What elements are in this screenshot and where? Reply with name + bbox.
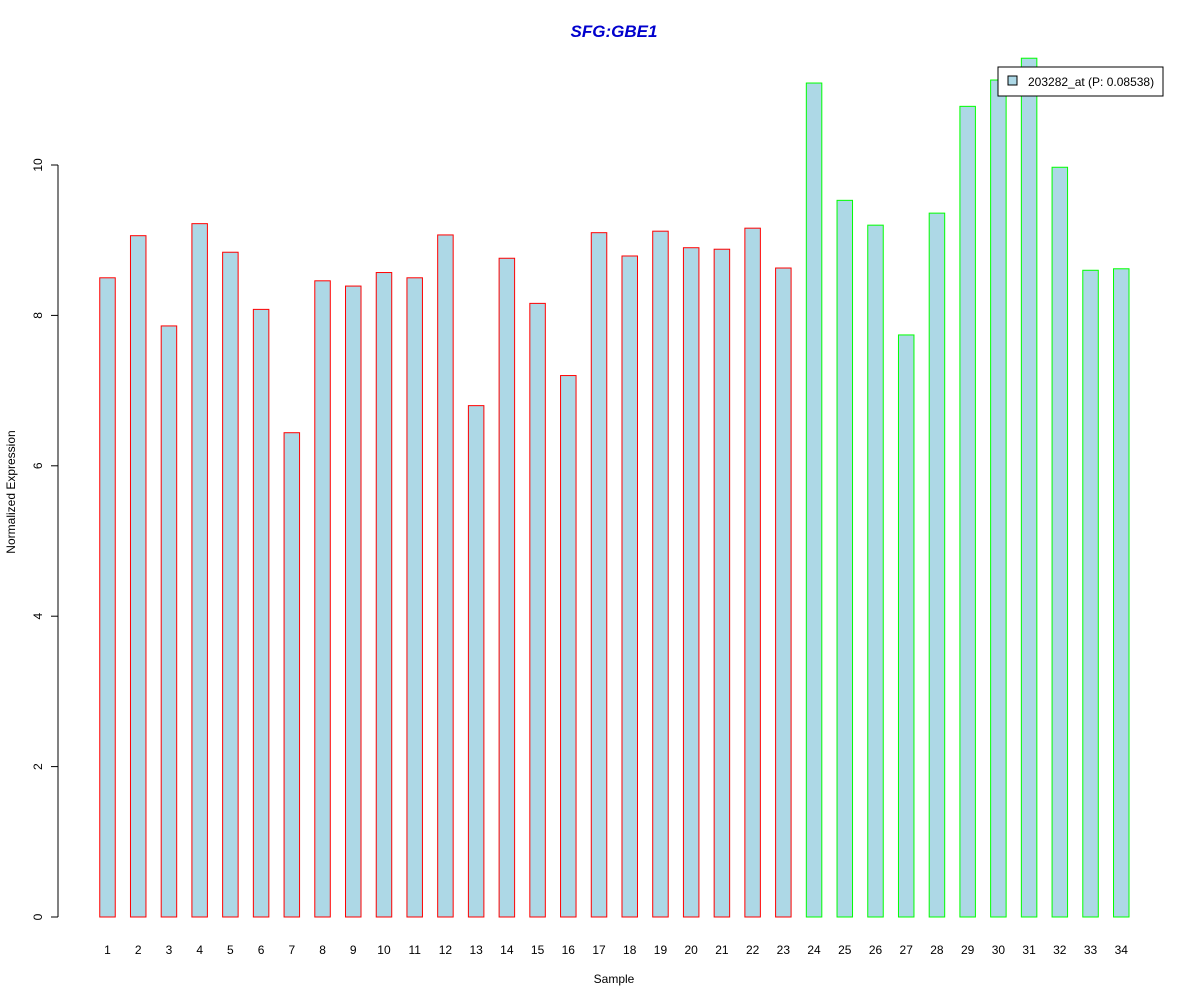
x-tick-label: 10 xyxy=(377,943,391,957)
bar xyxy=(590,232,608,918)
x-tick-label: 17 xyxy=(592,943,606,957)
bar xyxy=(867,224,884,918)
bar xyxy=(1051,166,1069,918)
bar xyxy=(836,199,854,918)
x-tick-label: 18 xyxy=(623,943,637,957)
x-tick-label: 4 xyxy=(196,943,203,957)
bar xyxy=(437,234,454,918)
bar xyxy=(1020,57,1038,918)
bar xyxy=(191,223,208,918)
legend: 203282_at (P: 0.08538) xyxy=(997,66,1164,97)
x-tick-label: 6 xyxy=(258,943,265,957)
x-tick-label: 33 xyxy=(1084,943,1098,957)
bar xyxy=(959,105,976,918)
y-tick-label: 6 xyxy=(31,462,45,469)
bar xyxy=(129,235,147,918)
bar xyxy=(928,212,946,918)
x-tick-label: 11 xyxy=(408,943,421,957)
bar xyxy=(744,227,761,918)
bar xyxy=(498,257,516,918)
bar xyxy=(897,334,915,918)
legend-label: 203282_at (P: 0.08538) xyxy=(1028,75,1154,89)
x-tick-label: 28 xyxy=(930,943,944,957)
x-axis-label: Sample xyxy=(594,972,635,986)
x-tick-label: 24 xyxy=(807,943,821,957)
x-tick-label: 5 xyxy=(227,943,234,957)
bar xyxy=(621,255,638,918)
x-tick-label: 1 xyxy=(104,943,111,957)
x-tick-label: 21 xyxy=(715,943,729,957)
x-tick-label: 20 xyxy=(685,943,699,957)
bar xyxy=(283,432,301,918)
bar xyxy=(652,230,669,918)
bar xyxy=(805,82,823,918)
legend-box xyxy=(997,66,1164,97)
bar xyxy=(160,325,178,918)
bar xyxy=(467,405,485,918)
x-tick-label: 14 xyxy=(500,943,514,957)
x-tick-label: 25 xyxy=(838,943,852,957)
bar xyxy=(775,267,792,918)
y-tick-label: 0 xyxy=(31,913,45,920)
x-tick-label: 26 xyxy=(869,943,883,957)
x-tick-label: 16 xyxy=(562,943,576,957)
x-tick-label: 22 xyxy=(746,943,760,957)
bar xyxy=(1082,269,1099,918)
x-tick-label: 32 xyxy=(1053,943,1067,957)
x-tick-label: 34 xyxy=(1115,943,1129,957)
y-tick-label: 10 xyxy=(31,158,45,172)
bar xyxy=(345,285,362,918)
x-tick-label: 7 xyxy=(288,943,295,957)
bars-group xyxy=(99,57,1130,918)
bar xyxy=(99,277,116,918)
x-tick-label: 8 xyxy=(319,943,326,957)
y-axis-label: Normalized Expression xyxy=(4,430,18,553)
y-tick-label: 2 xyxy=(31,763,45,770)
x-tick-label: 2 xyxy=(135,943,142,957)
y-axis: 0 2 4 6 8 10 xyxy=(31,158,59,920)
legend-swatch xyxy=(1007,75,1018,86)
x-tick-label: 30 xyxy=(992,943,1006,957)
bar xyxy=(252,308,270,918)
x-tick-label: 9 xyxy=(350,943,357,957)
bar xyxy=(1113,268,1130,918)
x-tick-label: 29 xyxy=(961,943,975,957)
x-tick-label: 15 xyxy=(531,943,545,957)
x-tick-label: 19 xyxy=(654,943,668,957)
x-tick-label: 27 xyxy=(900,943,914,957)
x-tick-label: 12 xyxy=(439,943,453,957)
y-tick-label: 8 xyxy=(31,312,45,319)
bar xyxy=(990,79,1007,918)
x-tick-label: 23 xyxy=(777,943,791,957)
bar xyxy=(560,375,577,918)
bar xyxy=(713,248,731,918)
y-tick-label: 4 xyxy=(31,613,45,620)
bar xyxy=(314,280,331,918)
x-tick-label: 31 xyxy=(1022,943,1036,957)
bar xyxy=(222,251,239,918)
chart-title: SFG:GBE1 xyxy=(571,22,658,41)
x-tick-label: 3 xyxy=(166,943,173,957)
x-tick-labels: 1 2 3 4 5 6 7 8 9 10 11 12 13 14 15 16 17 18 19 20 21 22 23 24 2… xyxy=(104,943,1128,957)
bar xyxy=(682,247,700,918)
bar xyxy=(529,302,546,918)
bar xyxy=(406,277,423,918)
x-tick-label: 13 xyxy=(469,943,483,957)
bar xyxy=(375,272,393,918)
